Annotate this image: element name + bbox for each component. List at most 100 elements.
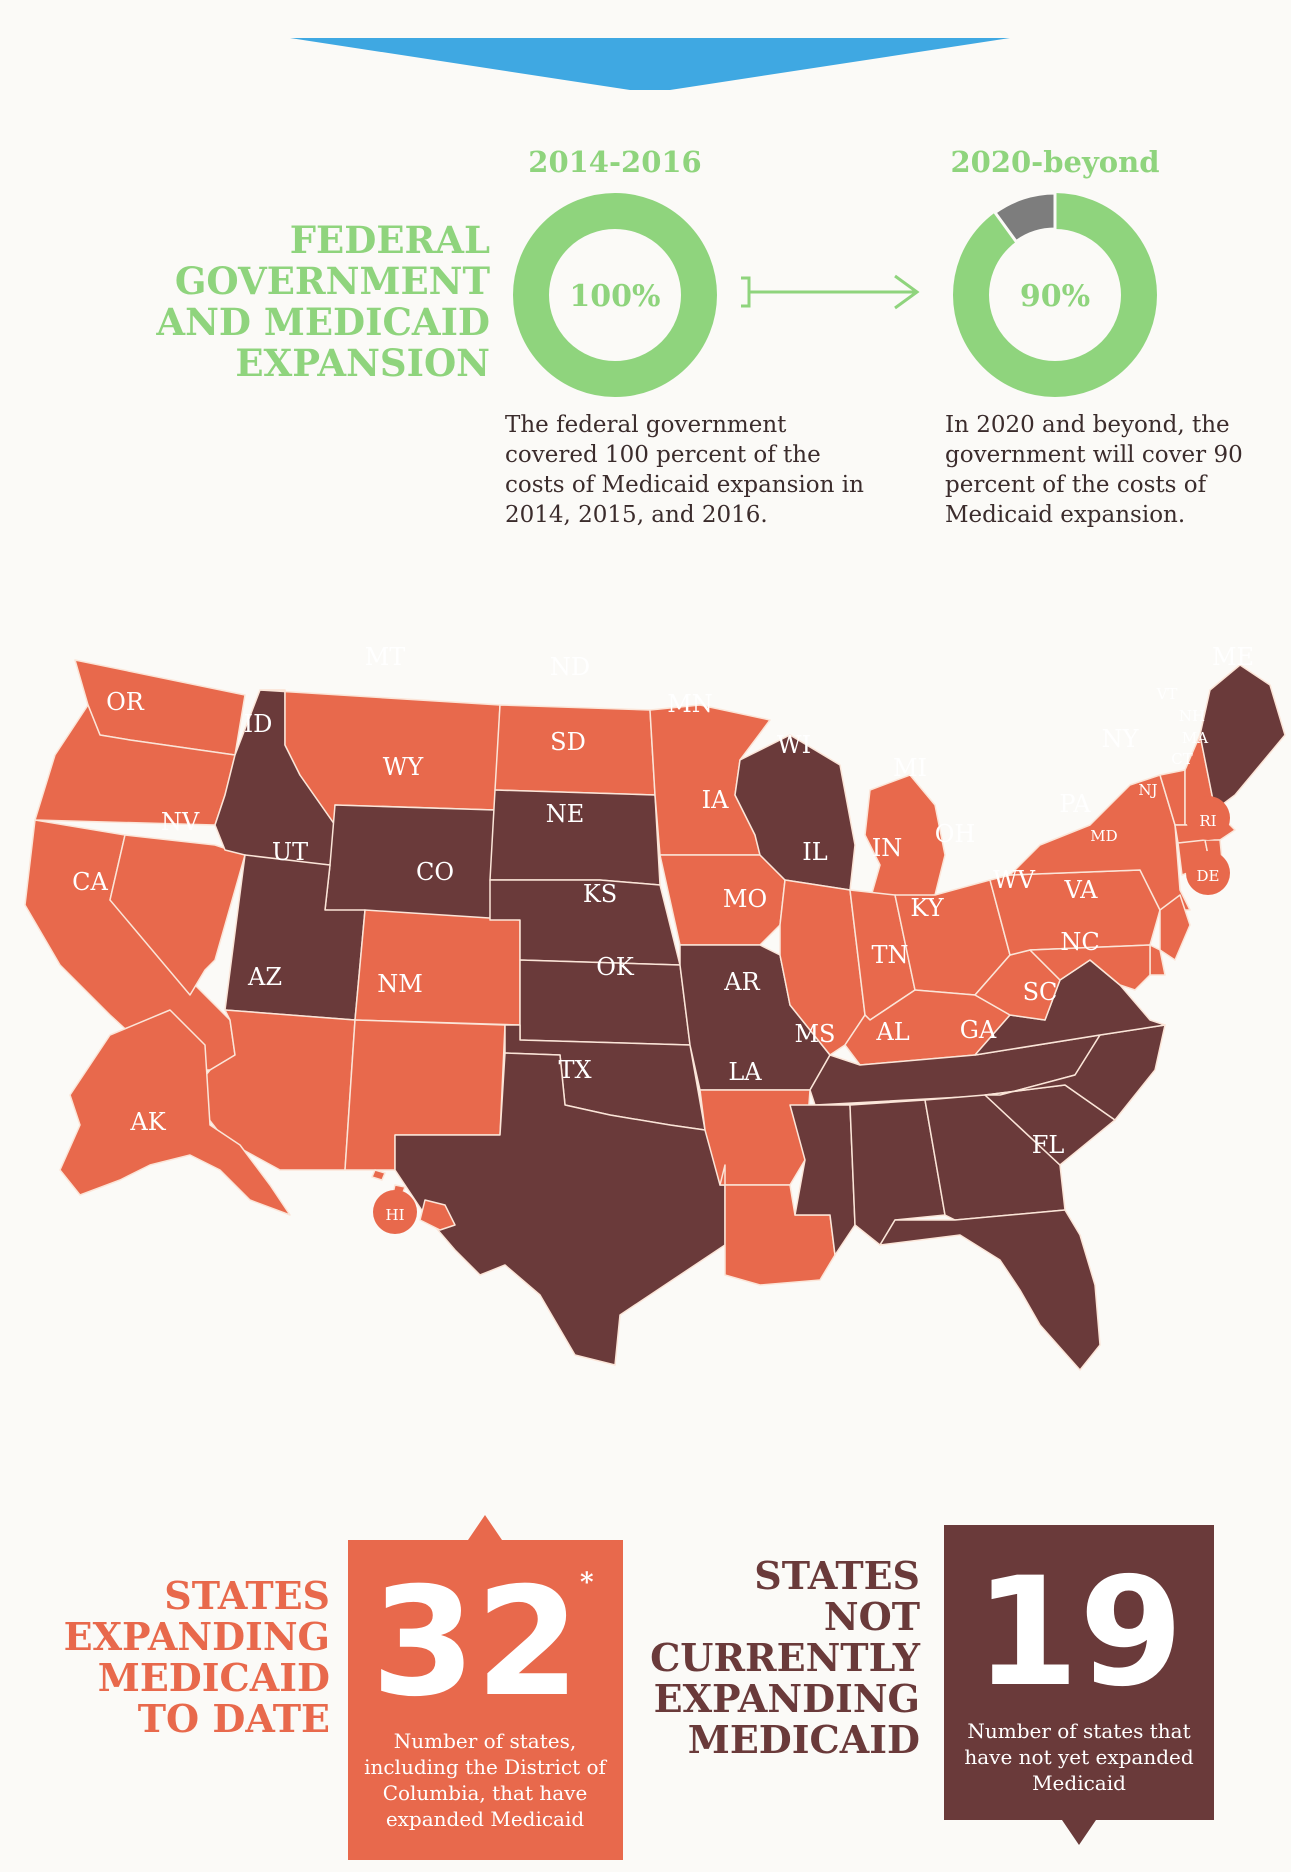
state-label-ut: UT — [272, 838, 308, 866]
state-label-vt: VT — [1156, 685, 1178, 703]
state-label-ri: RI — [1199, 812, 1216, 830]
state-label-ks: KS — [583, 880, 617, 908]
state-label-al: AL — [875, 1018, 909, 1046]
state-label-az: AZ — [247, 963, 282, 991]
state-label-ky: KY — [910, 894, 944, 922]
state-label-nh: NH — [1179, 707, 1205, 725]
state-label-fl: FL — [1032, 1131, 1065, 1159]
state-label-tn: TN — [871, 941, 908, 969]
state-label-wv: WV — [993, 866, 1036, 894]
state-label-ny: NY — [1102, 725, 1140, 753]
state-label-ms: MS — [794, 1020, 835, 1048]
expanding-label-line: STATES — [164, 1573, 330, 1618]
state-label-pa: PA — [1059, 790, 1091, 818]
headline-line: EXPANSION — [235, 341, 490, 385]
state-label-wy: WY — [383, 753, 425, 781]
expanding-label-line: MEDICAID — [97, 1655, 330, 1700]
state-label-ga: GA — [960, 1016, 997, 1044]
state-label-va: VA — [1063, 876, 1098, 904]
state-label-nc: NC — [1060, 928, 1099, 956]
state-wy — [324, 804, 496, 921]
not-expanding-count: 19 — [974, 1546, 1184, 1720]
state-label-wi: WI — [777, 731, 811, 759]
state-label-sd: SD — [550, 728, 586, 756]
state-label-mo: MO — [723, 885, 767, 913]
state-badge-de — [1186, 851, 1230, 895]
state-label-ok: OK — [596, 953, 635, 981]
state-co — [354, 909, 521, 1026]
headline-line: FEDERAL — [289, 218, 490, 262]
not-expanding-label-line: MEDICAID — [687, 1717, 920, 1762]
banner-arrow — [290, 38, 1010, 90]
donut-left-percent: 100% — [569, 279, 660, 314]
not-expanding-label: STATES NOT CURRENTLY EXPANDING MEDICAID — [640, 1555, 920, 1760]
state-md — [1029, 944, 1151, 991]
state-label-de: DE — [1197, 867, 1220, 885]
state-nv — [109, 834, 246, 996]
expanding-description: Number of states, including the District… — [364, 1729, 606, 1831]
state-label-nm: NM — [377, 970, 423, 998]
state-la — [719, 1164, 836, 1286]
not-expanding-label-line: STATES — [754, 1553, 920, 1598]
period-right: 2020-beyond — [950, 145, 1160, 179]
not-expanding-box — [944, 1525, 1214, 1845]
expanding-count: 32 — [371, 1556, 580, 1730]
state-label-co: CO — [416, 858, 454, 886]
period-left: 2014-2016 — [528, 145, 702, 179]
not-expanding-label-line: NOT — [823, 1594, 920, 1639]
description-right: In 2020 and beyond, the government will … — [945, 412, 1243, 528]
state-label-or: OR — [106, 688, 145, 716]
donut-left-federal-ring — [513, 193, 717, 397]
state-label-wa: WA — [150, 625, 191, 631]
state-label-mn: MN — [667, 690, 713, 718]
state-label-hi: HI — [385, 1206, 404, 1224]
description-left: The federal government covered 100 perce… — [505, 412, 864, 528]
expanding-label: STATES EXPANDING MEDICAID TO DATE — [60, 1575, 330, 1739]
state-label-md: MD — [1090, 827, 1117, 845]
not-expanding-description: Number of states that have not yet expan… — [964, 1719, 1194, 1795]
expanding-box — [348, 1515, 623, 1860]
state-label-in: IN — [872, 834, 902, 862]
not-expanding-label-line: CURRENTLY — [650, 1635, 920, 1680]
donut-right-percent: 90% — [1020, 279, 1090, 314]
state-tx — [394, 1052, 726, 1366]
medicaid-expansion-map: WA OR CA NV ID MT WY UT CO AZ NM ND SD NE KS OK TX MN IA MO… — [24, 625, 1286, 1371]
state-label-mi: MI — [893, 754, 927, 782]
state-label-tx: TX — [558, 1056, 591, 1084]
state-label-id: ID — [244, 710, 273, 738]
state-me — [1199, 664, 1286, 811]
expanding-label-line: EXPANDING — [63, 1614, 330, 1659]
state-label-mt: MT — [365, 643, 406, 671]
state-label-nd: ND — [550, 653, 590, 681]
not-expanding-label-line: EXPANDING — [653, 1676, 920, 1721]
state-label-ar: AR — [723, 968, 760, 996]
federal-headline: FEDERAL GOVERNMENT AND MEDICAID EXPANSIO… — [120, 220, 490, 384]
state-label-il: IL — [802, 838, 827, 866]
donut-left: 100% — [513, 193, 717, 397]
donut-right: 90% — [953, 191, 1157, 397]
state-badge-ri — [1186, 796, 1230, 840]
state-nj — [1159, 894, 1191, 961]
state-label-la: LA — [728, 1058, 762, 1086]
state-label-ak: AK — [129, 1108, 166, 1136]
headline-line: AND MEDICAID — [156, 300, 490, 344]
state-label-nj: NJ — [1138, 781, 1157, 799]
state-ak — [59, 1009, 291, 1216]
state-label-oh: OH — [935, 820, 976, 848]
state-label-ma: MA — [1182, 729, 1208, 747]
state-label-ct: CT — [1171, 750, 1192, 768]
right-arrow-icon — [741, 274, 920, 310]
footnote-asterisk: * — [580, 1568, 594, 1598]
state-label-ca: CA — [72, 868, 108, 896]
donut-right-state-share — [992, 191, 1057, 244]
state-label-ia: IA — [702, 786, 729, 814]
state-fl — [879, 1209, 1101, 1371]
state-label-ne: NE — [546, 800, 585, 828]
headline-line: GOVERNMENT — [174, 259, 490, 303]
state-label-nv: NV — [161, 808, 200, 836]
state-label-me: ME — [1212, 643, 1254, 671]
state-label-sc: SC — [1023, 978, 1058, 1006]
state-nc — [984, 1024, 1166, 1121]
state-badge-hi — [373, 1190, 417, 1234]
expanding-label-line: TO DATE — [137, 1696, 330, 1741]
